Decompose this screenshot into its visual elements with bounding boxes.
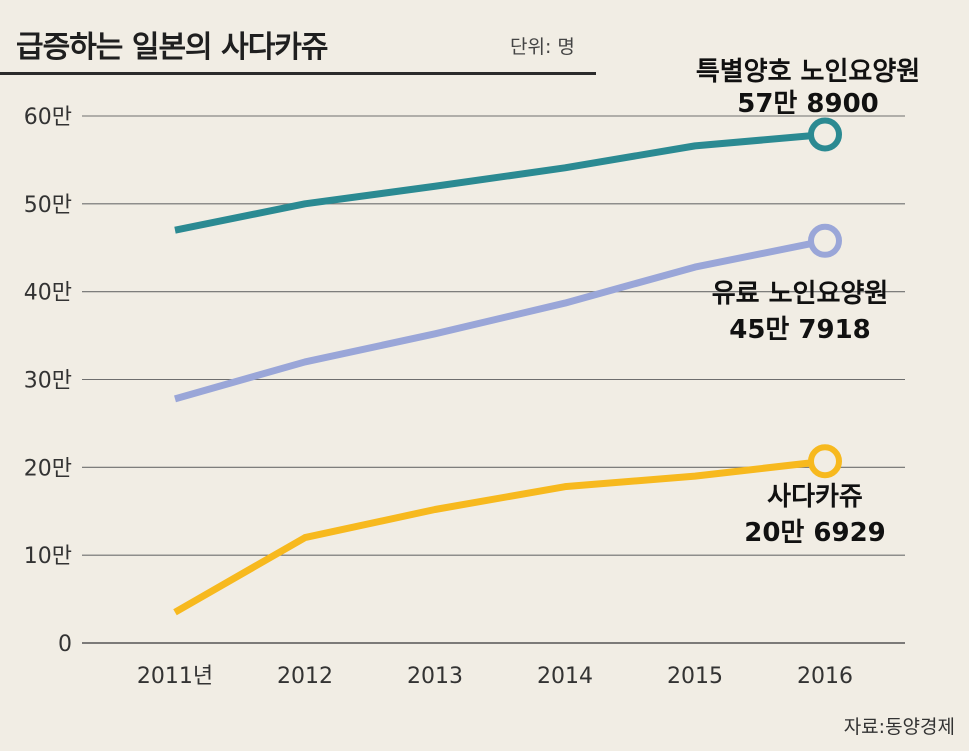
grid-lines [82,115,905,644]
series-end-label-name: 사다카쥬 [767,482,863,512]
series-end-marker [808,444,842,479]
x-tick-label: 2012 [277,664,333,689]
series-end-marker [808,117,842,152]
chart-title: 급증하는 일본의 사다카쥬 [16,30,328,65]
title-underline [0,72,596,75]
x-tick-label: 2015 [667,664,723,689]
y-tick-label: 30만 [24,369,72,394]
x-axis-ticks: 2011년 2012 2013 2014 2015 2016 [137,664,853,689]
series-end-label-value: 20만 6929 [744,518,886,548]
series-line [174,237,826,403]
source-note: 자료:동양경제 [843,716,955,738]
series-end-marker [808,223,842,258]
series-end-label-value: 57만 8900 [737,89,879,119]
series-end-label-name: 특별양호 노인요양원 [696,57,920,87]
x-tick-label: 2016 [797,664,853,689]
y-tick-label: 60만 [24,105,72,130]
y-axis-ticks: 0 10만 20만 30만 40만 50만 60만 [24,105,72,657]
series-lines [173,117,842,616]
x-tick-label: 2011년 [137,664,213,689]
series-line [173,457,826,616]
y-tick-label: 0 [58,632,72,657]
y-tick-label: 50만 [24,193,72,218]
y-tick-label: 20만 [24,456,72,481]
series-end-label-name: 유료 노인요양원 [712,279,889,309]
x-tick-label: 2013 [407,664,463,689]
y-tick-label: 10만 [24,544,72,569]
y-tick-label: 40만 [24,281,72,306]
x-tick-label: 2014 [537,664,593,689]
series-end-label-value: 45만 7918 [729,315,871,345]
unit-label: 단위: 명 [510,36,575,58]
series-line [174,131,826,234]
